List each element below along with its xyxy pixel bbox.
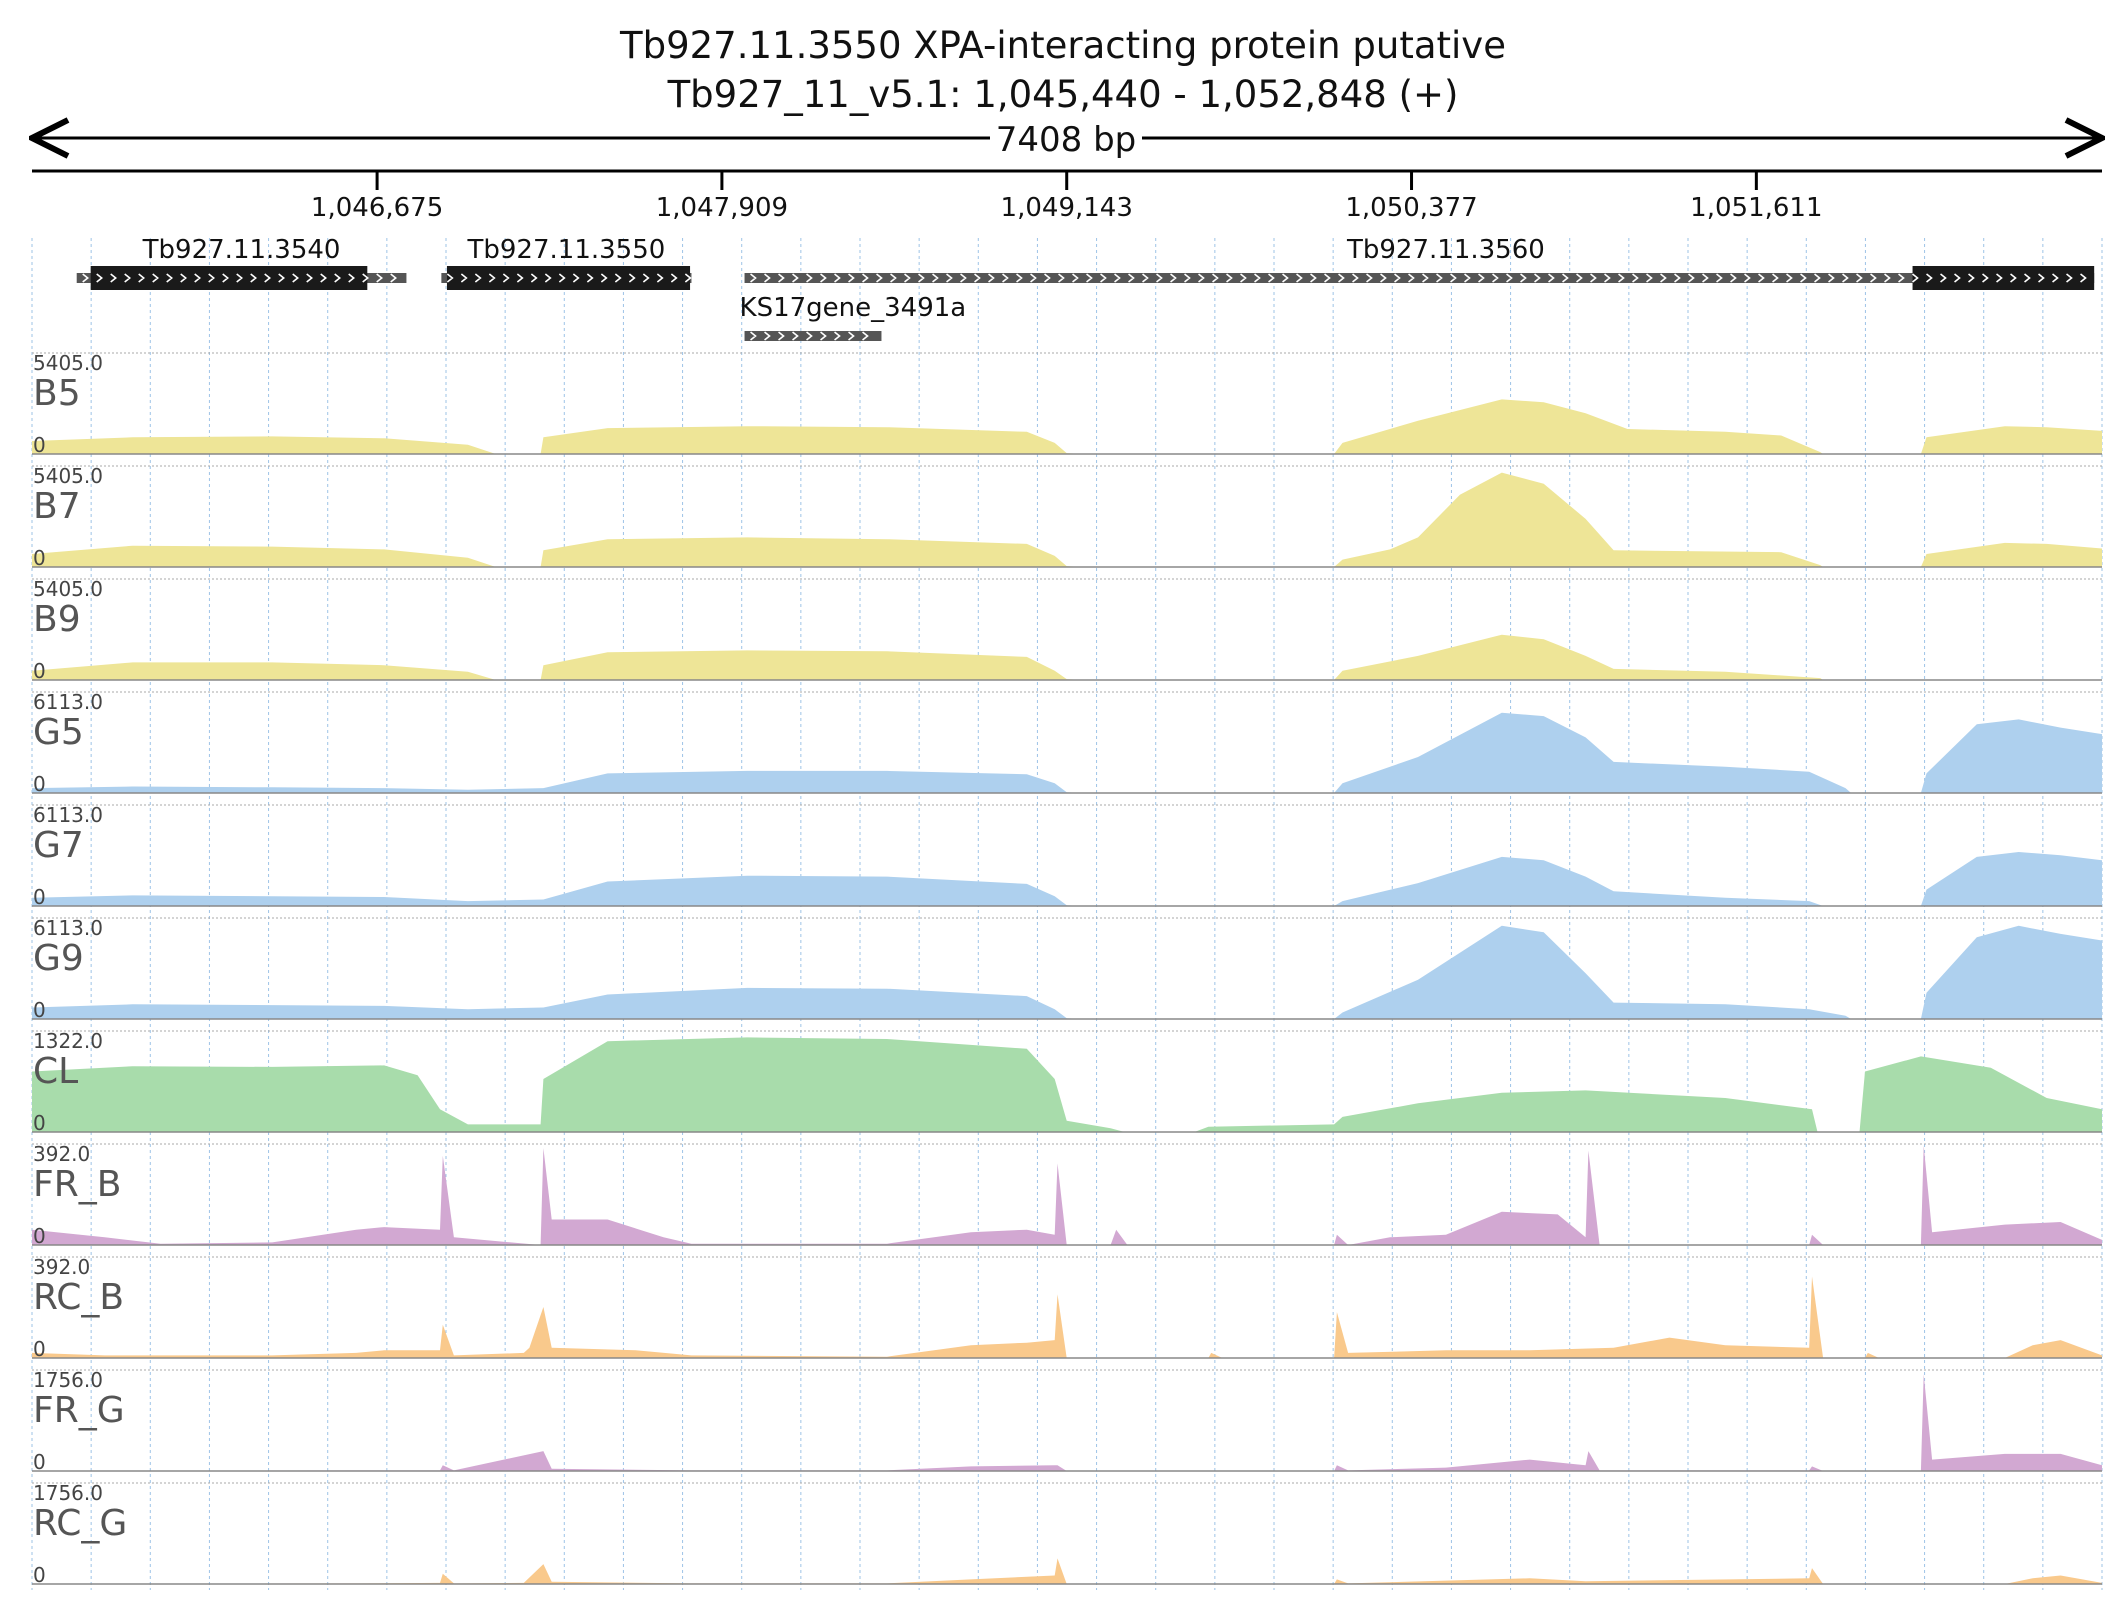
track-name: B5 <box>33 373 81 414</box>
span-ruler: 7408 bp <box>32 120 2102 160</box>
track-RC_G: 1756.0RC_G 0 <box>32 1481 2102 1587</box>
strand-chevrons <box>446 273 692 283</box>
track-max-label: 1322.0 <box>33 1029 103 1053</box>
track-max-label: 5405.0 <box>33 351 103 375</box>
gene-Tb927.11.3540: Tb927.11.3540 <box>76 235 407 290</box>
track-FR_B: 392.0FR_B 0 <box>32 1142 2102 1248</box>
tick-label: 1,049,143 <box>1001 193 1133 223</box>
coverage-area <box>32 852 2102 906</box>
tick-label: 1,046,675 <box>311 193 443 223</box>
track-zero-label: 0 <box>33 659 46 683</box>
track-B5: 5405.0B5 0 <box>32 351 2102 457</box>
track-max-label: 6113.0 <box>33 803 103 827</box>
track-zero-label: 0 <box>33 1563 46 1587</box>
track-zero-label: 0 <box>33 546 46 570</box>
track-max-label: 6113.0 <box>33 916 103 940</box>
strand-chevrons <box>750 331 869 341</box>
coverage-area <box>32 925 2102 1019</box>
track-zero-label: 0 <box>33 885 46 909</box>
track-max-label: 5405.0 <box>33 577 103 601</box>
gene-KS17gene_3491a: KS17gene_3491a <box>740 293 967 341</box>
track-max-label: 1756.0 <box>33 1481 103 1505</box>
gene-label: KS17gene_3491a <box>740 293 967 323</box>
track-name: FR_B <box>33 1164 121 1205</box>
track-name: G9 <box>33 938 84 979</box>
coverage-area <box>32 472 2102 567</box>
track-G7: 6113.0G7 0 <box>32 803 2102 909</box>
track-zero-label: 0 <box>33 1224 46 1248</box>
tick-label: 1,050,377 <box>1345 193 1477 223</box>
track-G9: 6113.0G9 0 <box>32 916 2102 1022</box>
gene-label: Tb927.11.3560 <box>1346 235 1545 265</box>
coverage-area <box>32 634 2102 680</box>
track-B7: 5405.0B7 0 <box>32 464 2102 570</box>
coverage-area <box>32 399 2102 454</box>
strand-chevrons <box>82 273 397 283</box>
track-max-label: 5405.0 <box>33 464 103 488</box>
track-name: B9 <box>33 599 81 640</box>
coverage-area <box>32 1145 2102 1245</box>
strand-chevrons <box>750 273 2087 283</box>
tick-label: 1,047,909 <box>656 193 788 223</box>
plot-title: Tb927.11.3550 XPA-interacting protein pu… <box>619 24 1506 67</box>
gene-label: Tb927.11.3540 <box>142 235 341 265</box>
track-name: RC_G <box>33 1503 127 1544</box>
track-name: FR_G <box>33 1390 125 1431</box>
gene-cds-bar <box>446 266 691 290</box>
track-zero-label: 0 <box>33 772 46 796</box>
axis-ticks: 1,046,675 1,047,909 1,049,143 1,050,377 1,05… <box>311 171 1823 223</box>
track-max-label: 1756.0 <box>33 1368 103 1392</box>
coverage-area <box>32 712 2102 793</box>
gene-cds-bar <box>90 266 368 290</box>
track-name: B7 <box>33 486 81 527</box>
track-FR_G: 1756.0FR_G 0 <box>32 1368 2102 1474</box>
tick-label: 1,051,611 <box>1690 193 1822 223</box>
track-name: CL <box>33 1051 78 1092</box>
coverage-area <box>32 1276 2102 1358</box>
gene-track: Tb927.11.3540 Tb927.11.3550 Tb927.11.3560 K… <box>76 235 2095 341</box>
gene-label: Tb927.11.3550 <box>467 235 666 265</box>
gene-utr-bar <box>744 273 2095 283</box>
gene-utr-bar <box>744 331 882 341</box>
coverage-area <box>32 1037 2102 1132</box>
track-max-label: 6113.0 <box>33 690 103 714</box>
track-name: G7 <box>33 825 84 866</box>
track-zero-label: 0 <box>33 1450 46 1474</box>
track-max-label: 392.0 <box>33 1255 90 1279</box>
track-zero-label: 0 <box>33 433 46 457</box>
track-zero-label: 0 <box>33 1111 46 1135</box>
track-max-label: 392.0 <box>33 1142 90 1166</box>
track-name: G5 <box>33 712 84 753</box>
plot-subtitle: Tb927_11_v5.1: 1,045,440 - 1,052,848 (+) <box>667 73 1459 116</box>
coverage-area <box>32 1374 2102 1471</box>
track-name: RC_B <box>33 1277 124 1318</box>
track-CL: 1322.0CL 0 <box>32 1029 2102 1135</box>
coverage-tracks: 5405.0B505405.0B705405.0B906113.0G506113… <box>32 351 2102 1587</box>
track-RC_B: 392.0RC_B 0 <box>32 1255 2102 1361</box>
coverage-area <box>32 1558 2102 1584</box>
gene-cds-bar <box>1912 266 2095 290</box>
track-zero-label: 0 <box>33 998 46 1022</box>
gene-Tb927.11.3550: Tb927.11.3550 <box>441 235 692 290</box>
span-label: 7408 bp <box>996 120 1137 160</box>
track-G5: 6113.0G5 0 <box>32 690 2102 796</box>
gene-Tb927.11.3560: Tb927.11.3560 <box>744 235 2095 290</box>
track-B9: 5405.0B9 0 <box>32 577 2102 683</box>
track-zero-label: 0 <box>33 1337 46 1361</box>
